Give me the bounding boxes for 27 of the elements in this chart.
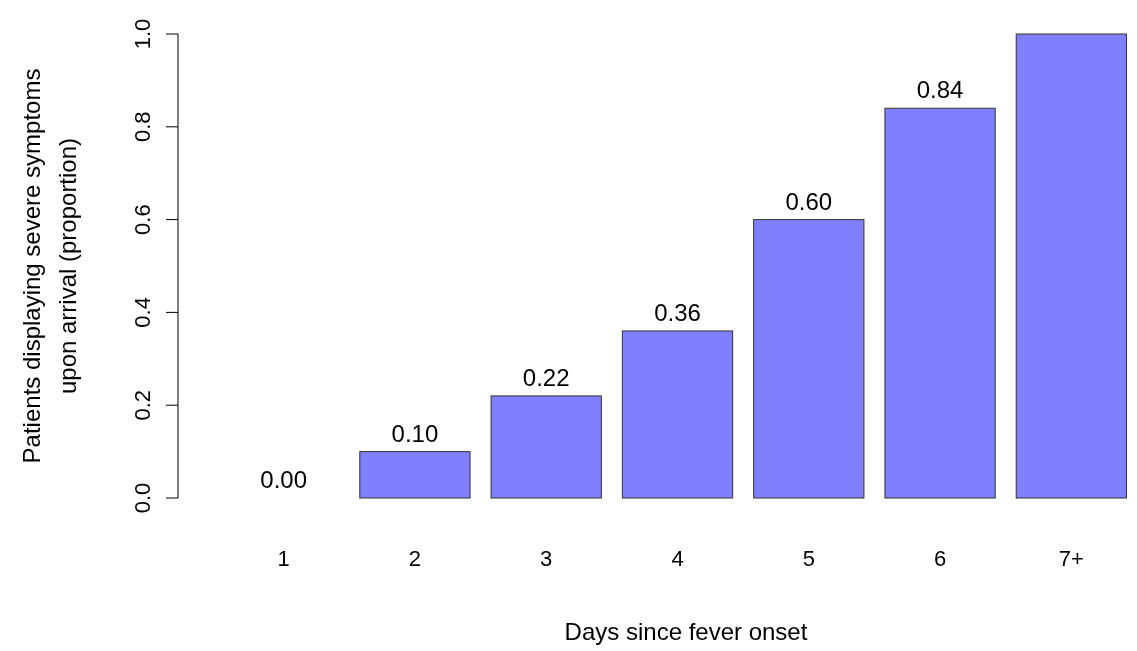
bar [359,451,471,499]
bar [884,107,996,499]
bar [621,330,734,499]
y-tick-label: 0.6 [130,204,155,235]
bar [1015,33,1127,499]
x-tick-label: 4 [671,546,684,571]
y-tick-label: 0.4 [130,297,155,328]
data-label: 0.60 [785,187,833,215]
bar [753,219,865,499]
y-axis-title: Patients displaying severe symptoms upon arrival (proportion) [18,68,81,464]
x-axis-title: Days since fever onset [564,618,808,645]
x-tick-label: 3 [540,546,553,571]
x-tick-label: 1 [277,546,290,571]
x-tick-label: 7+ [1058,546,1084,571]
x-tick-label: 2 [408,546,422,571]
bar [490,395,602,499]
data-label: 0.22 [522,363,570,391]
data-label: 0.36 [654,298,701,326]
x-tick-label: 5 [802,546,815,571]
data-label: 0.00 [260,466,307,493]
y-tick-label: 0.8 [130,111,155,143]
y-tick-label: 0.2 [130,389,155,421]
y-tick-label: 0.0 [130,482,155,514]
data-label: 0.84 [916,76,964,104]
data-label: 0.10 [391,419,439,447]
x-tick-label: 6 [933,546,947,571]
y-tick-label: 1.0 [130,18,155,50]
